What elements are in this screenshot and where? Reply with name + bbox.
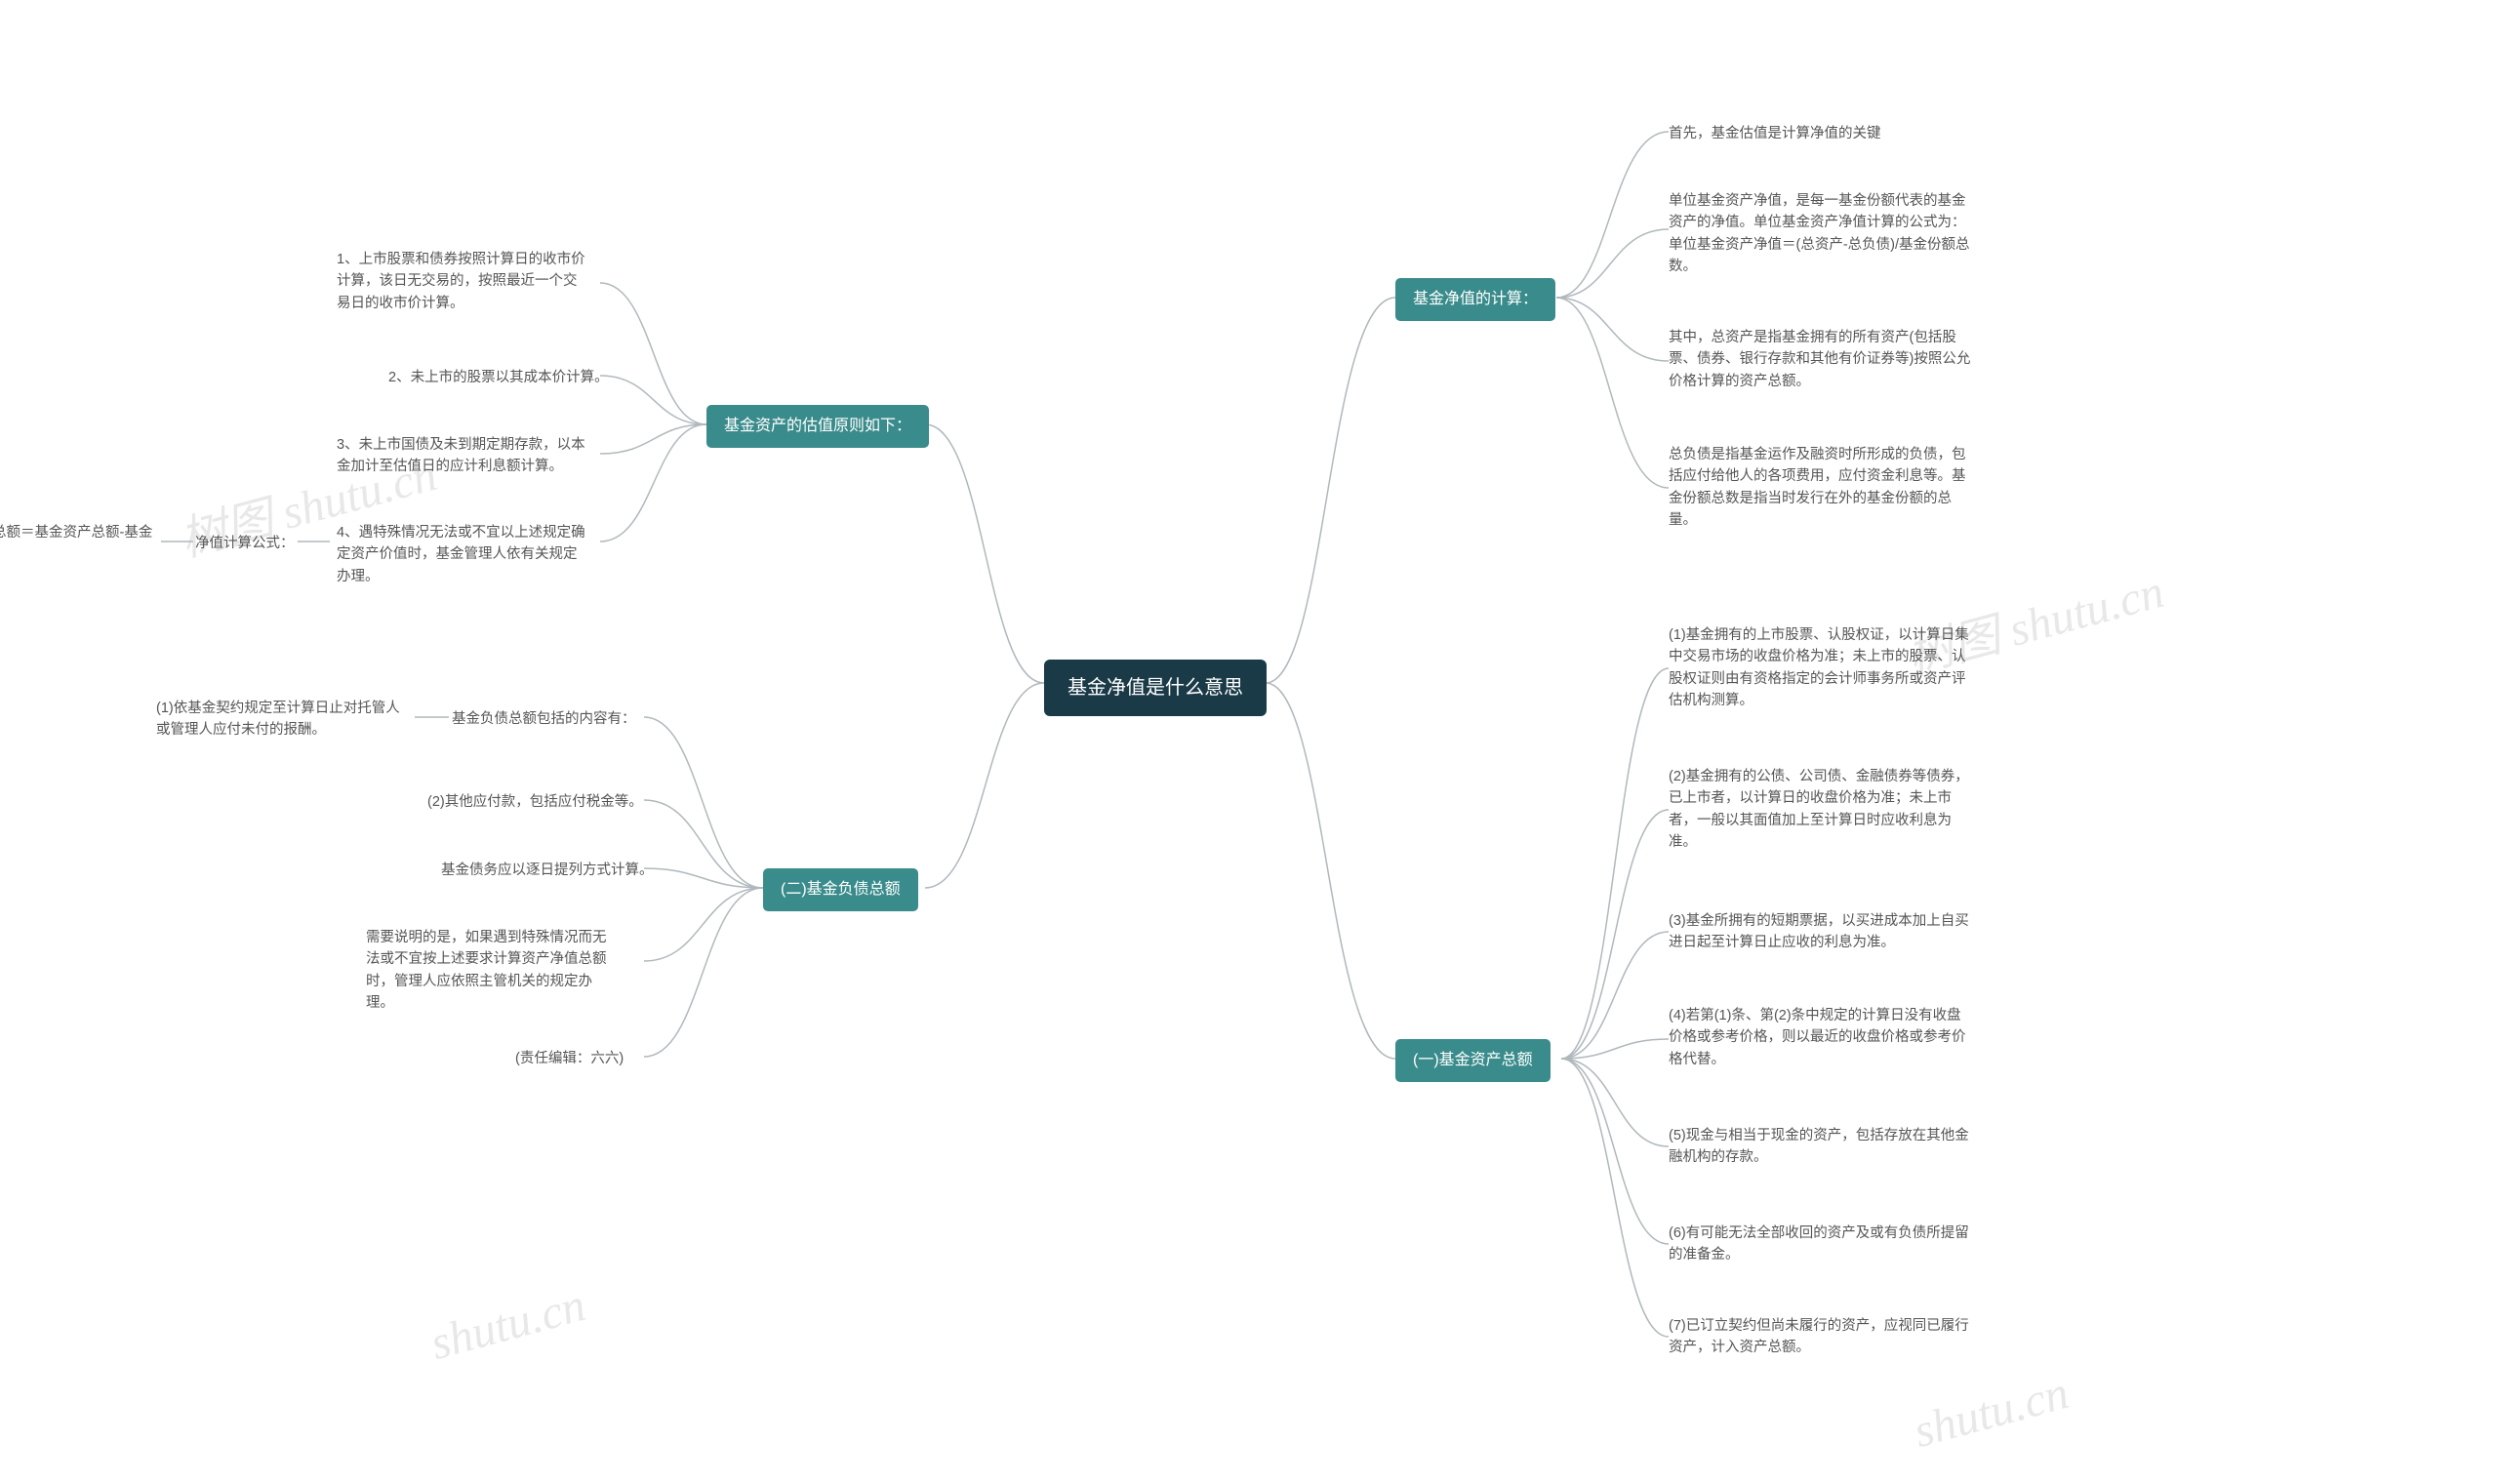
- leaf-assets-4: (4)若第(1)条、第(2)条中规定的计算日没有收盘价格或参考价格，则以最近的收…: [1669, 1005, 1971, 1070]
- watermark: shutu.cn: [425, 1278, 591, 1371]
- leaf-assets-3: (3)基金所拥有的短期票据，以买进成本加上自买进日起至计算日止应收的利息为准。: [1669, 910, 1971, 954]
- leaf-nav-formula: 基金资产净值总额＝基金资产总额-基金负债总额。: [0, 522, 161, 566]
- leaf-nav-formula-label: 净值计算公式：: [195, 533, 295, 554]
- leaf-liab-3: 基金债务应以逐日提列方式计算。: [441, 860, 654, 881]
- leaf-calc-4: 总负债是指基金运作及融资时所形成的负债，包括应付给他人的各项费用，应付资金利息等…: [1669, 444, 1971, 532]
- leaf-val-1: 1、上市股票和债券按照计算日的收市价计算，该日无交易的，按照最近一个交易日的收市…: [337, 249, 590, 314]
- leaf-assets-1: (1)基金拥有的上市股票、认股权证，以计算日集中交易市场的收盘价格为准；未上市的…: [1669, 624, 1971, 712]
- watermark: shutu.cn: [1909, 1366, 2075, 1459]
- leaf-calc-3: 其中，总资产是指基金拥有的所有资产(包括股票、债券、银行存款和其他有价证券等)按…: [1669, 327, 1971, 392]
- leaf-calc-1: 首先，基金估值是计算净值的关键: [1669, 123, 1881, 144]
- branch-nav-calc: 基金净值的计算：: [1395, 278, 1555, 321]
- leaf-liab-4: 需要说明的是，如果遇到特殊情况而无法或不宜按上述要求计算资产净值总额时，管理人应…: [366, 927, 620, 1015]
- leaf-calc-2: 单位基金资产净值，是每一基金份额代表的基金资产的净值。单位基金资产净值计算的公式…: [1669, 190, 1971, 278]
- branch-valuation-principles: 基金资产的估值原则如下：: [706, 405, 929, 448]
- branch-total-assets: (一)基金资产总额: [1395, 1039, 1551, 1082]
- leaf-val-4: 4、遇特殊情况无法或不宜以上述规定确定资产价值时，基金管理人依有关规定办理。: [337, 522, 590, 587]
- leaf-assets-5: (5)现金与相当于现金的资产，包括存放在其他金融机构的存款。: [1669, 1125, 1971, 1169]
- root-node: 基金净值是什么意思: [1044, 660, 1267, 716]
- leaf-liab-5: (责任编辑：六六): [515, 1048, 624, 1069]
- connector-layer: [0, 0, 2498, 1484]
- leaf-val-2: 2、未上市的股票以其成本价计算。: [388, 367, 609, 388]
- leaf-liab-2: (2)其他应付款，包括应付税金等。: [427, 791, 643, 813]
- leaf-val-3: 3、未上市国债及未到期定期存款，以本金加计至估值日的应计利息额计算。: [337, 434, 590, 478]
- leaf-liab-1: (1)依基金契约规定至计算日止对托管人或管理人应付未付的报酬。: [156, 698, 410, 742]
- leaf-assets-7: (7)已订立契约但尚未履行的资产，应视同已履行资产，计入资产总额。: [1669, 1315, 1971, 1359]
- branch-total-liabilities: (二)基金负债总额: [763, 868, 918, 911]
- leaf-assets-2: (2)基金拥有的公债、公司债、金融债券等债券，已上市者，以计算日的收盘价格为准；…: [1669, 766, 1971, 854]
- leaf-liab-sublabel: 基金负债总额包括的内容有：: [452, 708, 636, 730]
- leaf-assets-6: (6)有可能无法全部收回的资产及或有负债所提留的准备金。: [1669, 1223, 1971, 1266]
